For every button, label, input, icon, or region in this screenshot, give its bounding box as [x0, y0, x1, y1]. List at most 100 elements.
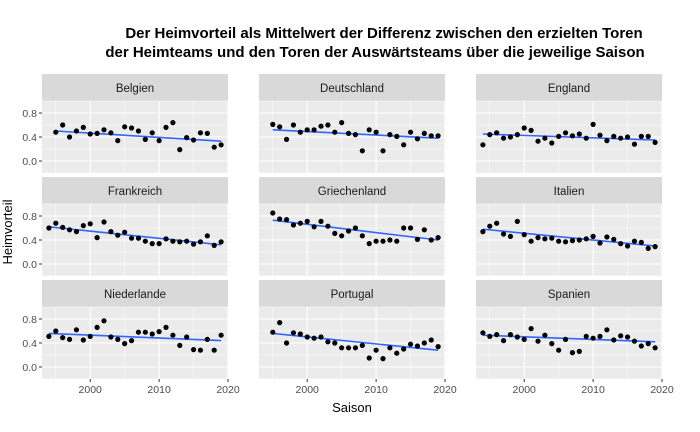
data-point	[94, 235, 100, 241]
data-point	[87, 221, 93, 227]
data-point	[514, 132, 520, 138]
facet-strip	[259, 177, 445, 204]
data-point	[645, 133, 651, 139]
data-point	[283, 217, 290, 223]
data-point	[631, 238, 638, 244]
data-point	[624, 134, 631, 140]
data-point	[435, 133, 441, 139]
facet-strip	[476, 177, 662, 204]
facet-portugal: Portugal 2000 2010 2020	[259, 280, 457, 396]
data-point	[528, 326, 534, 332]
data-point	[197, 239, 204, 245]
y-axis-title: Heimvorteil	[0, 199, 15, 264]
data-point	[142, 238, 148, 244]
data-point	[177, 342, 183, 348]
data-point	[163, 236, 169, 242]
data-point	[149, 130, 155, 136]
data-point	[304, 127, 310, 133]
data-point	[211, 242, 217, 248]
data-point	[366, 241, 372, 247]
data-point	[652, 139, 658, 145]
facet-strip-label: Deutschland	[320, 83, 384, 95]
y-tick-label: 0.8	[22, 211, 37, 223]
data-point	[297, 220, 303, 226]
data-point	[60, 335, 66, 341]
data-point	[277, 124, 283, 130]
x-tick-label: 2000	[296, 384, 320, 396]
data-point	[184, 135, 190, 141]
data-point	[73, 229, 80, 235]
data-point	[549, 341, 555, 347]
x-tick-label: 2020	[433, 384, 457, 396]
data-point	[494, 130, 500, 136]
data-point	[652, 345, 658, 351]
data-point	[190, 241, 197, 247]
data-point	[401, 225, 407, 231]
y-tick-label: 0.0	[22, 156, 37, 168]
x-tick-label: 2000	[79, 384, 103, 396]
data-point	[156, 329, 162, 335]
data-point	[197, 130, 204, 136]
data-point	[332, 230, 338, 236]
data-point	[500, 338, 507, 344]
data-point	[87, 333, 93, 339]
data-point	[53, 220, 59, 226]
facet-strip	[259, 74, 445, 101]
data-point	[521, 336, 527, 342]
data-point	[128, 235, 135, 241]
data-point	[421, 340, 427, 346]
data-point	[149, 331, 155, 337]
data-point	[163, 124, 169, 130]
y-tick-label: 0.8	[22, 108, 37, 120]
data-point	[597, 240, 603, 246]
x-tick-label: 2010	[581, 384, 605, 396]
data-point	[46, 225, 52, 231]
data-point	[94, 130, 100, 136]
facet-strip-label: Griechenland	[318, 186, 386, 198]
data-point	[421, 130, 427, 136]
facet-strip	[476, 280, 662, 307]
data-point	[380, 356, 386, 362]
facet-strip-label: England	[548, 83, 590, 95]
data-point	[94, 324, 100, 330]
data-point	[556, 347, 562, 353]
data-point	[569, 133, 576, 139]
data-point	[576, 348, 582, 354]
data-point	[359, 148, 365, 154]
facet-frankreich: Frankreich 0.0 0.4 0.8	[22, 177, 229, 277]
data-point	[108, 229, 114, 235]
data-point	[115, 232, 121, 238]
data-point	[283, 340, 290, 346]
trend-line	[482, 228, 656, 247]
data-point	[128, 125, 135, 131]
facet-strip	[259, 280, 445, 307]
data-point	[549, 140, 555, 146]
data-point	[387, 237, 393, 243]
data-point	[414, 236, 421, 242]
data-point	[366, 127, 372, 133]
data-point	[562, 130, 569, 136]
data-point	[435, 344, 441, 350]
data-point	[652, 244, 658, 250]
data-point	[556, 133, 562, 139]
data-point	[339, 233, 345, 239]
data-point	[414, 343, 421, 349]
data-point	[590, 335, 596, 341]
data-point	[380, 238, 386, 244]
data-point	[597, 333, 603, 339]
data-point	[304, 218, 310, 224]
data-point	[149, 241, 155, 247]
data-point	[414, 136, 421, 142]
data-point	[66, 134, 73, 140]
data-point	[428, 337, 434, 343]
data-point	[604, 234, 610, 240]
data-point	[101, 318, 107, 324]
data-point	[583, 135, 589, 141]
data-point	[211, 347, 217, 353]
data-point	[618, 333, 624, 339]
data-point	[197, 347, 204, 353]
data-point	[359, 233, 365, 239]
data-point	[325, 223, 331, 229]
data-point	[387, 132, 393, 138]
